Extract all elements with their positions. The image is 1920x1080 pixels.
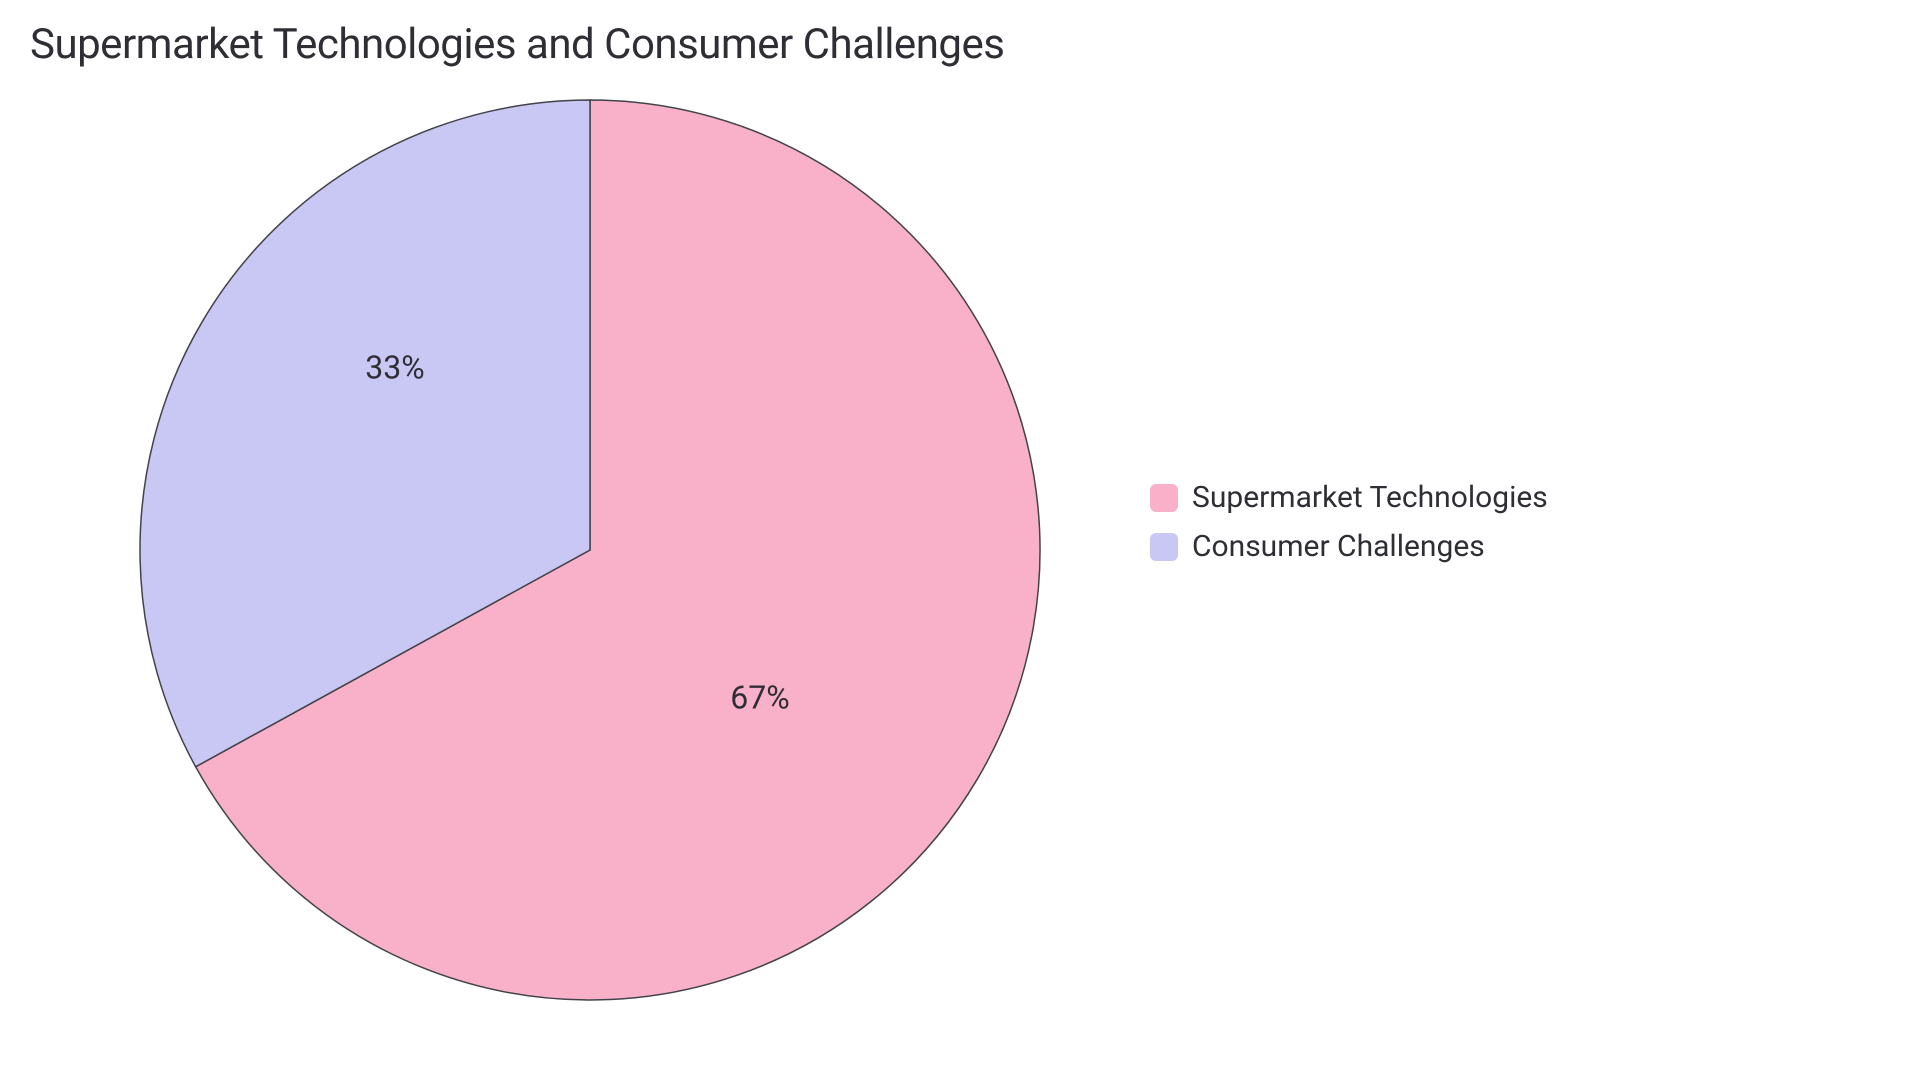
legend: Supermarket Technologies Consumer Challen… [1150,480,1548,578]
chart-container: Supermarket Technologies and Consumer Ch… [0,0,1920,1080]
legend-item[interactable]: Supermarket Technologies [1150,480,1548,515]
pie-chart: 67% 33% [130,90,1050,1010]
legend-swatch [1150,533,1178,561]
slice-percent-label: 67% [730,678,789,716]
pie-svg: 67% 33% [130,90,1050,1010]
slice-percent-label: 33% [365,348,424,386]
legend-label: Consumer Challenges [1192,529,1485,564]
legend-swatch [1150,484,1178,512]
legend-item[interactable]: Consumer Challenges [1150,529,1548,564]
chart-title: Supermarket Technologies and Consumer Ch… [30,20,1004,69]
legend-label: Supermarket Technologies [1192,480,1548,515]
